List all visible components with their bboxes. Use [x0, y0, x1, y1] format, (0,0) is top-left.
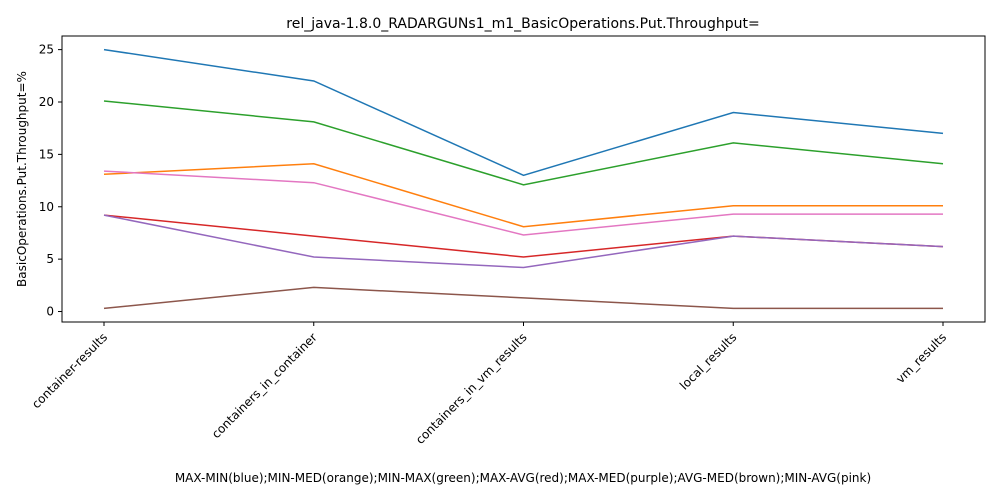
series-line-7 [103, 170, 943, 236]
x-axis: container-results containers_in_container… [29, 322, 949, 447]
x-tick-label: local_results [677, 330, 739, 392]
y-tick-label: 20 [39, 95, 54, 109]
series-line-3 [103, 100, 944, 186]
series-line-1 [103, 48, 944, 177]
x-tick-label: containers_in_vm_results [413, 330, 530, 447]
x-tick-label: vm_results [893, 330, 949, 386]
series-line-4 [103, 214, 944, 258]
y-axis: 0 5 10 15 20 25 [39, 43, 62, 319]
series-lines [103, 48, 944, 310]
y-tick-label: 0 [46, 305, 54, 319]
series-line-5 [103, 214, 944, 269]
plot-frame [61, 35, 986, 323]
x-axis-label: MAX-MIN(blue);MIN-MED(orange);MIN-MAX(gr… [175, 471, 871, 485]
y-tick-label: 10 [39, 200, 54, 214]
x-tick-label: container-results [29, 330, 110, 411]
series-line-2 [103, 163, 943, 228]
y-tick-label: 15 [39, 147, 54, 161]
y-axis-label: BasicOperations.Put.Throughput=% [15, 71, 29, 287]
y-tick-label: 5 [46, 252, 54, 266]
series-line-6 [103, 286, 943, 310]
chart-title: rel_java-1.8.0_RADARGUNs1_m1_BasicOperat… [286, 16, 759, 32]
x-tick-label: containers_in_container [209, 330, 320, 441]
y-tick-label: 25 [39, 43, 54, 57]
